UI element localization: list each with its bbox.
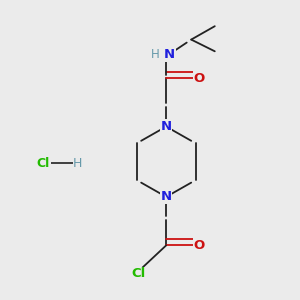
Text: Cl: Cl: [132, 267, 146, 280]
Text: N: N: [160, 190, 172, 203]
Text: N: N: [160, 120, 172, 133]
Text: H: H: [73, 157, 83, 170]
Text: H: H: [151, 49, 159, 62]
Text: O: O: [194, 72, 205, 85]
Text: O: O: [194, 239, 205, 252]
Text: Cl: Cl: [37, 157, 50, 170]
Text: N: N: [164, 49, 175, 62]
